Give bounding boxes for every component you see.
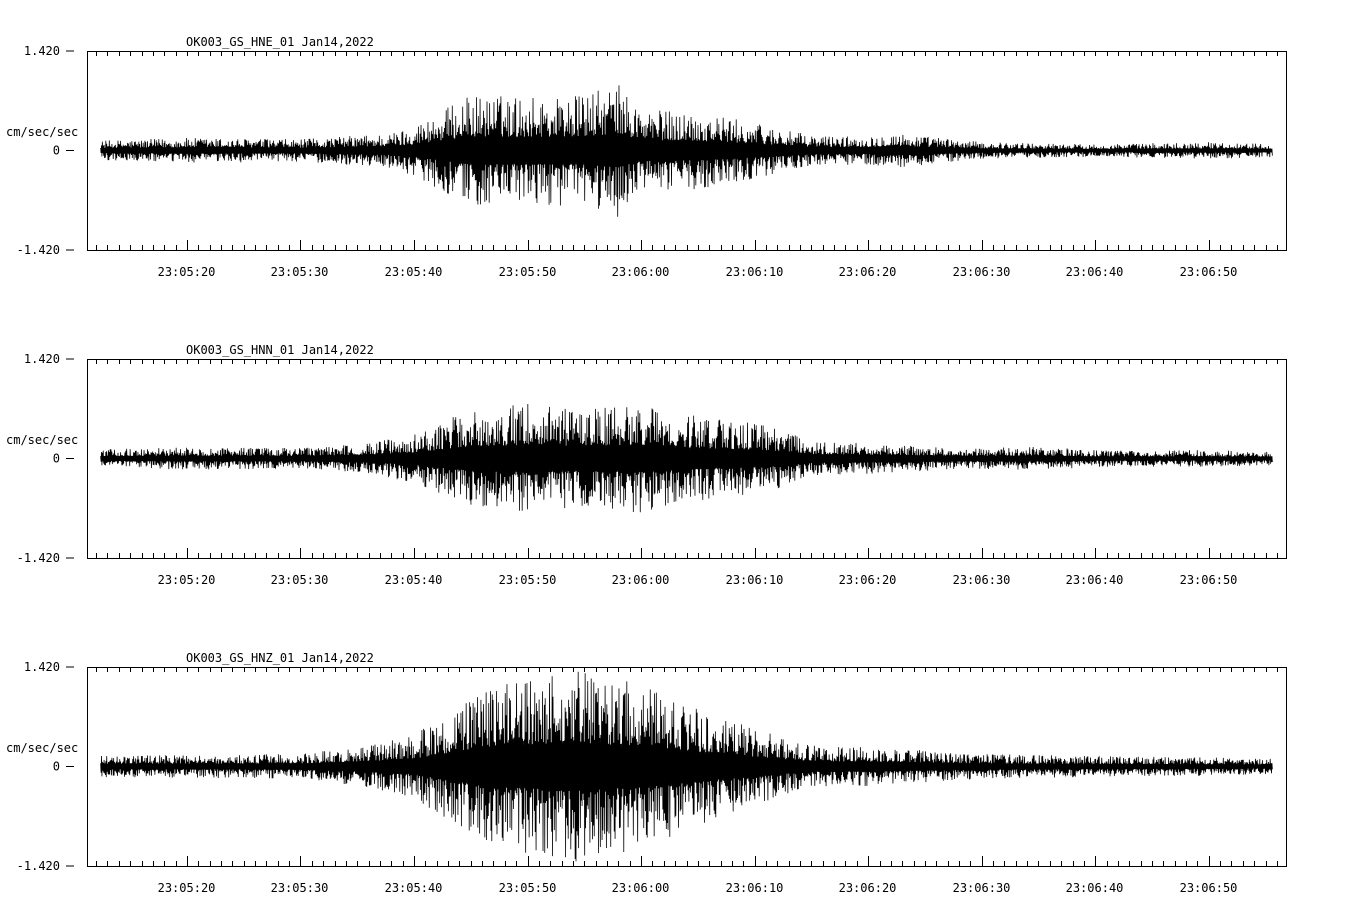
x-tick-label: 23:06:00 — [612, 881, 670, 895]
x-tick-label: 23:06:30 — [953, 881, 1011, 895]
y-tick-label: 1.420 — [24, 44, 60, 58]
chart-title: OK003_GS_HNE_01 Jan14,2022 — [186, 35, 374, 49]
x-tick-label: 23:05:20 — [158, 265, 216, 279]
x-tick-label: 23:05:40 — [385, 573, 443, 587]
x-tick-label: 23:05:50 — [499, 265, 557, 279]
x-tick-label: 23:06:10 — [726, 881, 784, 895]
x-tick-label: 23:06:20 — [839, 265, 897, 279]
x-tick-label: 23:06:40 — [1066, 573, 1124, 587]
y-axis-label: cm/sec/sec — [6, 741, 78, 755]
x-tick-label: 23:05:40 — [385, 265, 443, 279]
y-tick-label: 0 — [53, 452, 60, 466]
x-tick-label: 23:05:30 — [271, 265, 329, 279]
x-tick-label: 23:06:50 — [1180, 881, 1238, 895]
seismogram-panel-1: OK003_GS_HNE_01 Jan14,2022 cm/sec/sec 1.42… — [6, 35, 1287, 279]
seismogram-panel-2: OK003_GS_HNN_01 Jan14,2022 cm/sec/sec 1.42… — [6, 343, 1287, 587]
waveform-trace — [100, 85, 1273, 217]
x-tick-label: 23:06:20 — [839, 881, 897, 895]
y-tick-label: 1.420 — [24, 660, 60, 674]
x-tick-label: 23:05:30 — [271, 881, 329, 895]
y-tick-label: 0 — [53, 144, 60, 158]
x-tick-label: 23:05:50 — [499, 881, 557, 895]
y-tick-label: -1.420 — [17, 243, 60, 257]
chart-title: OK003_GS_HNZ_01 Jan14,2022 — [186, 651, 374, 665]
y-tick-label: -1.420 — [17, 859, 60, 873]
x-tick-label: 23:06:50 — [1180, 265, 1238, 279]
x-tick-label: 23:05:20 — [158, 573, 216, 587]
x-tick-label: 23:06:50 — [1180, 573, 1238, 587]
x-tick-label: 23:05:50 — [499, 573, 557, 587]
x-tick-label: 23:06:00 — [612, 265, 670, 279]
y-tick-label: 1.420 — [24, 352, 60, 366]
x-tick-label: 23:06:10 — [726, 265, 784, 279]
x-tick-label: 23:06:00 — [612, 573, 670, 587]
x-tick-label: 23:06:20 — [839, 573, 897, 587]
x-tick-label: 23:06:40 — [1066, 265, 1124, 279]
chart-title: OK003_GS_HNN_01 Jan14,2022 — [186, 343, 374, 357]
x-tick-label: 23:06:10 — [726, 573, 784, 587]
waveform-trace — [100, 404, 1273, 513]
x-tick-label: 23:05:20 — [158, 881, 216, 895]
waveform-trace — [100, 671, 1273, 862]
x-tick-label: 23:05:30 — [271, 573, 329, 587]
y-tick-label: -1.420 — [17, 551, 60, 565]
x-tick-label: 23:06:40 — [1066, 881, 1124, 895]
y-tick-label: 0 — [53, 760, 60, 774]
y-axis-label: cm/sec/sec — [6, 433, 78, 447]
x-tick-label: 23:06:30 — [953, 573, 1011, 587]
seismogram-panel-3: OK003_GS_HNZ_01 Jan14,2022 cm/sec/sec 1.42… — [6, 651, 1287, 895]
x-tick-label: 23:05:40 — [385, 881, 443, 895]
y-axis-label: cm/sec/sec — [6, 125, 78, 139]
x-tick-label: 23:06:30 — [953, 265, 1011, 279]
